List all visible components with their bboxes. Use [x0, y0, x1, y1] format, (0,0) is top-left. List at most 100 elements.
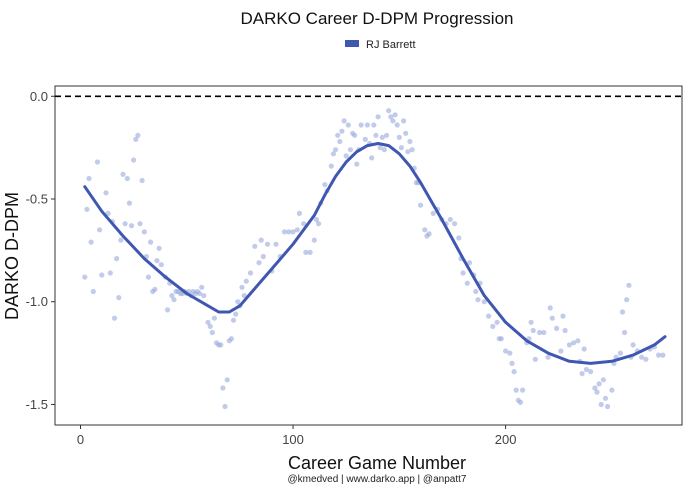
data-point	[602, 395, 609, 401]
data-point	[481, 299, 487, 305]
data-point	[222, 403, 228, 410]
data-point	[598, 401, 604, 408]
data-point	[211, 315, 217, 321]
data-point	[145, 274, 152, 280]
data-point	[371, 122, 377, 128]
x-tick-label: 100	[282, 432, 304, 447]
data-point	[343, 153, 349, 159]
data-point	[388, 114, 394, 120]
data-point	[209, 329, 215, 336]
data-point	[394, 122, 400, 128]
data-point	[384, 132, 390, 138]
data-point	[549, 315, 555, 321]
data-point	[639, 354, 645, 360]
data-point	[517, 399, 524, 405]
smooth-line-layer	[83, 142, 667, 365]
data-point	[264, 241, 271, 247]
data-point	[390, 118, 396, 124]
data-point	[392, 112, 398, 118]
data-point	[377, 145, 383, 151]
data-point	[528, 319, 534, 325]
data-point	[403, 130, 409, 136]
data-point	[307, 249, 313, 255]
data-point	[358, 122, 364, 128]
data-point	[99, 272, 105, 278]
data-point	[201, 293, 207, 299]
data-point	[165, 307, 171, 313]
data-point	[86, 175, 92, 182]
data-point	[362, 136, 368, 142]
data-point	[294, 227, 300, 233]
data-point	[137, 221, 143, 227]
smooth-line	[83, 142, 667, 365]
y-axis-title: DARKO D-DPM	[2, 192, 22, 320]
data-point	[224, 377, 230, 383]
data-point	[296, 210, 302, 216]
data-point	[207, 323, 213, 329]
data-point	[530, 327, 536, 334]
data-point	[609, 387, 615, 393]
chart-title: DARKO Career D-DPM Progression	[240, 9, 513, 28]
data-point	[103, 190, 109, 196]
data-point	[494, 319, 500, 325]
y-tick-label: -1.5	[26, 397, 48, 412]
data-point	[243, 278, 249, 284]
data-point	[401, 118, 407, 124]
data-point	[220, 385, 226, 391]
data-point	[126, 200, 132, 206]
x-axis-title: Career Game Number	[288, 453, 466, 473]
data-point	[107, 270, 113, 276]
y-tick-label: -1.0	[26, 294, 48, 309]
data-point	[286, 229, 292, 235]
data-point	[322, 182, 328, 188]
data-point	[135, 132, 141, 138]
data-point	[509, 360, 515, 366]
data-point	[281, 229, 288, 235]
data-point	[605, 403, 611, 410]
data-point	[369, 155, 375, 161]
data-point	[120, 171, 126, 177]
data-point	[218, 342, 224, 348]
legend: RJ Barrett	[345, 39, 416, 51]
data-point	[630, 342, 636, 348]
data-point	[128, 223, 135, 229]
data-point	[133, 136, 139, 142]
x-tick-label: 200	[495, 432, 517, 447]
data-point	[311, 237, 317, 243]
data-point	[345, 122, 351, 128]
data-point	[235, 299, 241, 305]
scatter-points	[82, 108, 666, 410]
data-point	[464, 280, 470, 286]
data-point	[447, 216, 453, 223]
data-point	[581, 346, 587, 352]
data-point	[256, 260, 262, 266]
data-point	[154, 258, 160, 264]
data-point	[313, 216, 319, 223]
data-point	[571, 340, 577, 346]
data-point	[124, 175, 130, 182]
data-point	[169, 293, 175, 299]
data-point	[588, 369, 594, 375]
data-point	[466, 260, 473, 266]
data-point	[379, 134, 385, 140]
legend-label: RJ Barrett	[366, 39, 416, 51]
data-point	[199, 284, 205, 290]
data-point	[407, 138, 413, 145]
data-point	[158, 262, 164, 268]
data-point	[418, 202, 424, 208]
data-point	[328, 163, 334, 169]
data-point	[566, 342, 573, 348]
data-point	[364, 122, 370, 128]
data-point	[575, 338, 581, 344]
data-point	[230, 317, 237, 323]
data-point	[82, 274, 88, 280]
data-point	[560, 313, 566, 319]
data-point	[273, 241, 279, 247]
data-point	[258, 237, 264, 243]
data-point	[141, 229, 147, 235]
plot-frame	[54, 85, 683, 426]
data-point	[114, 256, 120, 262]
data-point	[579, 371, 585, 377]
data-point	[396, 134, 402, 140]
